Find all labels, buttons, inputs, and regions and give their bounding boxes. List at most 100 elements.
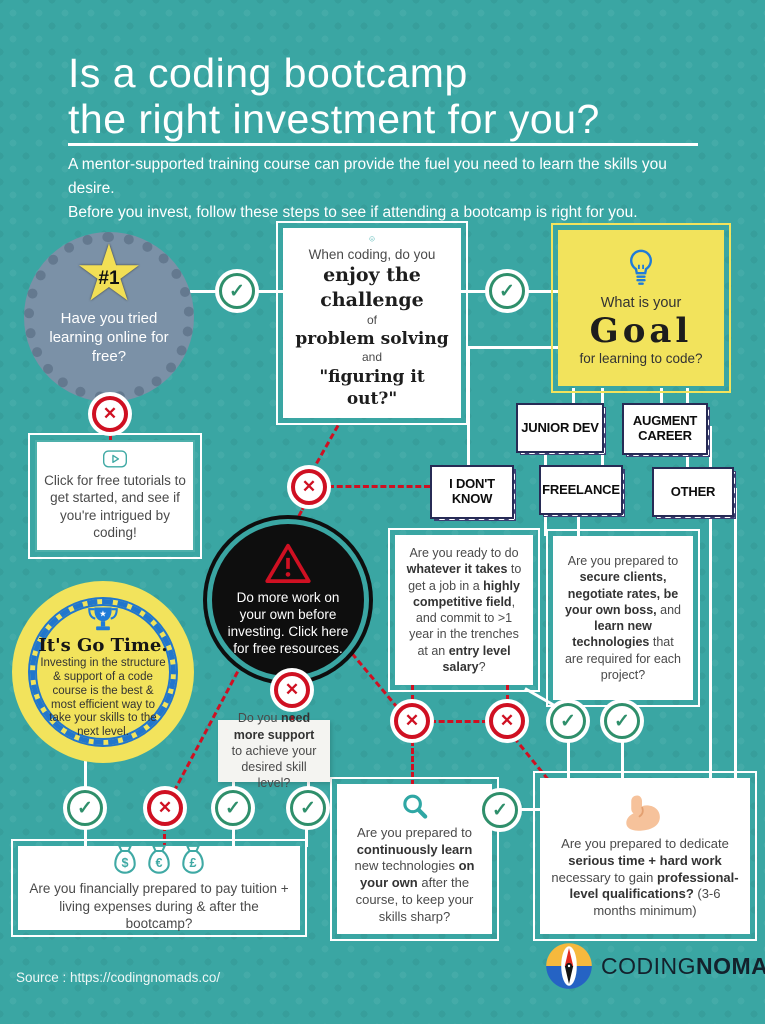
- money-box: $ € £ Are you financially prepared to pa…: [11, 839, 307, 937]
- compass-icon: [546, 943, 592, 989]
- subtitle-line-1: A mentor-supported training course can p…: [68, 156, 667, 198]
- cross-mark: ✕: [287, 465, 331, 509]
- answer-chip-junior-dev: JUNIOR DEV: [516, 403, 606, 455]
- check-mark: ✓: [478, 788, 522, 832]
- step1-question: Have you tried learning online for free?: [49, 310, 169, 365]
- check-icon: ✓: [489, 273, 525, 309]
- enjoy-bold1: enjoy the: [323, 264, 421, 287]
- step1-badge: ★ #1 Have you tried learning online for …: [24, 232, 194, 402]
- svg-text:€: €: [156, 856, 163, 870]
- logo-coding: CODING: [601, 952, 696, 979]
- connector-white: [572, 388, 575, 404]
- svg-text:$: $: [122, 856, 129, 870]
- source-link[interactable]: Source : https://codingnomads.co/: [16, 970, 221, 985]
- connector-red: [506, 685, 509, 701]
- check-icon: ✓: [604, 703, 640, 739]
- go-time-badge: ★ It's Go Time. Investing in the structu…: [12, 581, 194, 763]
- free-tutorials-box[interactable]: Click for free tutorials to get started,…: [28, 433, 202, 559]
- go-time-title: It's Go Time.: [38, 635, 168, 657]
- check-icon: ✓: [215, 790, 251, 826]
- whatever-it-takes-box: Are you ready to do whatever it takes to…: [388, 528, 540, 692]
- x-icon: ✕: [274, 672, 310, 708]
- cross-mark: ✕: [270, 668, 314, 712]
- play-video-icon: [103, 450, 127, 468]
- check-mark: ✓: [215, 269, 259, 313]
- connector-white: [734, 488, 737, 778]
- goal-box: What is your Goal for learning to code?: [551, 223, 731, 393]
- connector-white: [567, 737, 570, 779]
- check-icon: ✓: [67, 790, 103, 826]
- money-bag-icons: $ € £: [111, 843, 207, 875]
- smiley-icon: [369, 236, 375, 242]
- connector-white: [232, 825, 235, 847]
- need-support-box: Do you need more support to achieve your…: [218, 711, 330, 790]
- connector-white: [307, 778, 310, 792]
- trophy-icon: ★: [88, 607, 118, 631]
- page-title: Is a coding bootcamp the right investmen…: [68, 50, 600, 143]
- answer-label: JUNIOR DEV: [516, 403, 604, 453]
- dedicate-time-box: Are you prepared to dedicate serious tim…: [533, 771, 757, 941]
- title-line-1: Is a coding bootcamp: [68, 50, 468, 96]
- connector-white: [660, 388, 663, 404]
- cross-mark: ✕: [485, 699, 529, 743]
- connector-red: [430, 720, 488, 723]
- cross-mark: ✕: [88, 392, 132, 436]
- warning-circle[interactable]: Do more work on your own before investin…: [212, 524, 364, 676]
- svg-text:£: £: [190, 856, 197, 870]
- x-icon: ✕: [489, 703, 525, 739]
- badge-number: #1: [98, 268, 120, 289]
- connector-white: [709, 426, 712, 778]
- money-bag-euro-icon: €: [148, 845, 170, 874]
- cross-mark: ✕: [390, 699, 434, 743]
- logo-nomads: NOMADS: [696, 952, 765, 979]
- check-icon: ✓: [219, 273, 255, 309]
- continuously-learn-text: Are you prepared to continuously learn n…: [354, 824, 475, 925]
- connector-white: [257, 290, 285, 293]
- connector-white: [305, 825, 308, 847]
- connector-white: [527, 290, 559, 293]
- need-support-text: Do you need more support to achieve your…: [231, 711, 317, 791]
- answer-label: OTHER: [652, 467, 734, 517]
- star-icon: ★ #1: [74, 229, 144, 317]
- answer-label: FREELANCE: [539, 465, 623, 515]
- warning-icon: [265, 544, 311, 584]
- continuously-learn-box: Are you prepared to continuously learn n…: [330, 777, 499, 941]
- connector-white: [621, 737, 624, 779]
- x-icon: ✕: [147, 790, 183, 826]
- connector-red: [411, 685, 414, 701]
- logo-text: CODINGNOMADS: [601, 953, 765, 980]
- page-subtitle: A mentor-supported training course can p…: [68, 153, 716, 225]
- dedicate-time-text: Are you prepared to dedicate serious tim…: [551, 835, 739, 919]
- check-icon: ✓: [290, 790, 326, 826]
- go-time-inner: ★ It's Go Time. Investing in the structu…: [30, 599, 176, 745]
- x-icon: ✕: [92, 396, 128, 432]
- connector-white: [232, 778, 235, 792]
- title-line-2: the right investment for you?: [68, 96, 600, 143]
- check-mark: ✓: [63, 786, 107, 830]
- check-mark: ✓: [600, 699, 644, 743]
- goal-title: Goal: [589, 310, 693, 351]
- answer-label: AUGMENT CAREER: [622, 403, 708, 455]
- connector-white: [577, 512, 580, 538]
- x-icon: ✕: [394, 703, 430, 739]
- title-divider: [68, 143, 698, 146]
- connector-white: [461, 290, 487, 293]
- go-time-body: Investing in the structure & support of …: [40, 657, 166, 739]
- check-icon: ✓: [550, 703, 586, 739]
- cross-mark: ✕: [143, 786, 187, 830]
- check-mark: ✓: [546, 699, 590, 743]
- answer-chip-other: OTHER: [652, 467, 736, 519]
- check-mark: ✓: [211, 786, 255, 830]
- enjoy-line1: When coding, do you: [308, 246, 436, 262]
- enjoy-small1: of: [366, 312, 377, 327]
- x-icon: ✕: [291, 469, 327, 505]
- subtitle-line-2: Before you invest, follow these steps to…: [68, 204, 638, 222]
- enjoy-bold4: "figuring it out?": [319, 366, 425, 409]
- enjoy-small2: and: [361, 350, 383, 365]
- connector-white: [84, 756, 87, 792]
- connector-white: [468, 346, 558, 349]
- connector-white: [467, 348, 470, 466]
- answer-label: I DON'T KNOW: [430, 465, 514, 519]
- check-mark: ✓: [485, 269, 529, 313]
